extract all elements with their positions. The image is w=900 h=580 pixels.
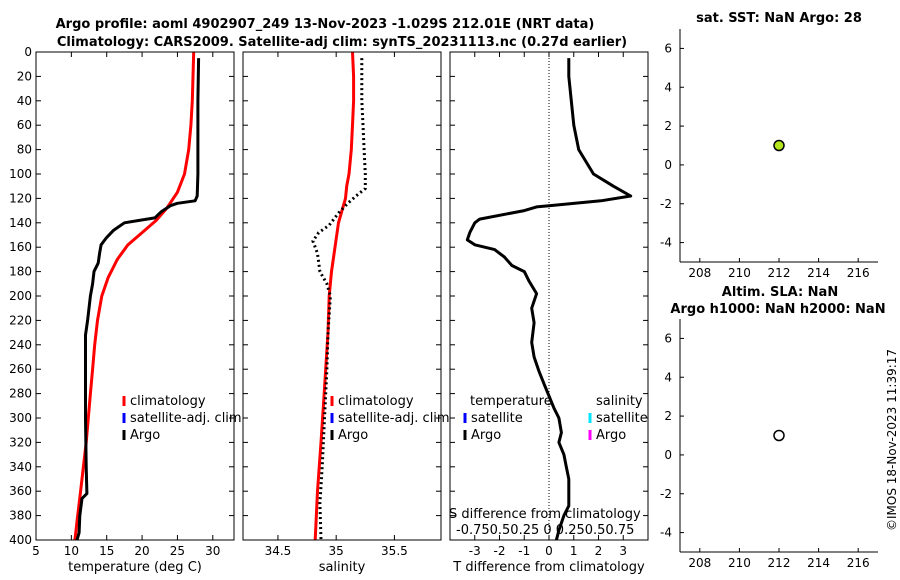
legend-label: Argo bbox=[338, 428, 368, 443]
legend-label: Argo bbox=[471, 428, 501, 443]
y-tick-label: 360 bbox=[9, 484, 32, 498]
axes-frame bbox=[35, 51, 235, 541]
x-tick-label: 214 bbox=[807, 266, 830, 280]
temperature-panel: 0 20 40 60 80 100 120 140 160 180 200 220 240 260 280 3… bbox=[9, 45, 242, 575]
y-tick-label: -4 bbox=[660, 526, 672, 540]
x-tick-label: 210 bbox=[728, 556, 751, 570]
legend-label: satellite-adj. clim bbox=[338, 411, 450, 426]
x-tick-label: 2 bbox=[595, 544, 603, 558]
x-tick-label: 35 bbox=[329, 544, 344, 558]
x-tick-label: 216 bbox=[847, 556, 870, 570]
s-difference-label: S difference from climatology bbox=[449, 507, 641, 522]
salinity-panel: 34.5 35 35.5 salinity climatology satellite-a… bbox=[242, 51, 450, 575]
y-tick-label: -2 bbox=[660, 197, 672, 211]
y-tick-label: 140 bbox=[9, 216, 32, 230]
figure-title-line1: Argo profile: aoml 4902907_249 13-Nov-20… bbox=[56, 17, 595, 32]
legend-label: Argo bbox=[596, 428, 626, 443]
y-tick-label: 40 bbox=[17, 94, 32, 108]
x-tick-label: 208 bbox=[688, 266, 711, 280]
sla-marker bbox=[773, 429, 785, 442]
x-tick-label: 35.5 bbox=[381, 544, 408, 558]
legend-label: climatology bbox=[338, 394, 414, 409]
y-tick-label: 300 bbox=[9, 411, 32, 425]
series-line-climatology bbox=[73, 51, 196, 541]
x-tick-label: 15 bbox=[99, 544, 114, 558]
legend-header-temperature: temperature bbox=[470, 394, 552, 409]
s-difference-tick-labels: -0.750.50.25 0 0.250.50.75 bbox=[456, 523, 634, 538]
y-tick-label: 280 bbox=[9, 387, 32, 401]
x-tick-label: -3 bbox=[469, 544, 481, 558]
y-tick-label: 2 bbox=[664, 409, 672, 423]
x-tick-label: 3 bbox=[619, 544, 627, 558]
series-line-argo bbox=[75, 58, 201, 541]
series-line-argo bbox=[311, 58, 367, 541]
y-tick-label: 220 bbox=[9, 313, 32, 327]
x-axis-label: temperature (deg C) bbox=[68, 560, 202, 575]
y-tick-label: 0 bbox=[24, 45, 32, 59]
x-tick-label: -2 bbox=[494, 544, 506, 558]
y-tick-label: 240 bbox=[9, 338, 32, 352]
difference-panel: -3 -2 -1 0 1 2 3 T difference from climatology S… bbox=[449, 51, 649, 575]
x-tick-label: 210 bbox=[728, 266, 751, 280]
sst-panel: sat. SST: NaN Argo: 28 -4 -2 0 2 4 6 208 210 212 2… bbox=[660, 11, 878, 280]
x-tick-label: 34.5 bbox=[265, 544, 292, 558]
legend-header-salinity: salinity bbox=[596, 394, 643, 409]
legend-label: Argo bbox=[130, 428, 160, 443]
sst-marker bbox=[773, 139, 785, 152]
x-tick-label: 208 bbox=[688, 556, 711, 570]
y-tick-label: 2 bbox=[664, 119, 672, 133]
y-tick-label: 340 bbox=[9, 460, 32, 474]
sla-title-line1: Altim. SLA: NaN bbox=[722, 285, 838, 300]
x-tick-label: 20 bbox=[134, 544, 149, 558]
legend-label: satellite bbox=[596, 411, 648, 426]
legend-label: climatology bbox=[130, 394, 206, 409]
x-tick-label: 1 bbox=[570, 544, 578, 558]
y-tick-label: 200 bbox=[9, 289, 32, 303]
y-tick-label: 380 bbox=[9, 509, 32, 523]
y-tick-label: 6 bbox=[664, 41, 672, 55]
y-tick-label: 4 bbox=[664, 80, 672, 94]
sst-title: sat. SST: NaN Argo: 28 bbox=[696, 11, 862, 26]
x-tick-label: 10 bbox=[64, 544, 79, 558]
x-tick-label: 212 bbox=[768, 556, 791, 570]
series-line-climatology bbox=[313, 51, 356, 541]
x-axis-label: T difference from climatology bbox=[452, 560, 645, 575]
y-tick-label: 160 bbox=[9, 240, 32, 254]
y-tick-label: 6 bbox=[664, 331, 672, 345]
axes-frame bbox=[242, 51, 442, 541]
y-tick-label: 260 bbox=[9, 362, 32, 376]
sla-title-line2: Argo h1000: NaN h2000: NaN bbox=[670, 302, 885, 317]
y-tick-label: 400 bbox=[9, 533, 32, 547]
x-tick-label: 25 bbox=[170, 544, 185, 558]
y-tick-label: 180 bbox=[9, 265, 32, 279]
y-tick-label: -2 bbox=[660, 487, 672, 501]
sla-panel: Altim. SLA: NaN Argo h1000: NaN h2000: Na… bbox=[660, 285, 886, 570]
y-tick-label: -4 bbox=[660, 236, 672, 250]
x-tick-label: 216 bbox=[847, 266, 870, 280]
y-tick-label: 0 bbox=[664, 158, 672, 172]
y-tick-label: 60 bbox=[17, 118, 32, 132]
x-tick-label: 30 bbox=[205, 544, 220, 558]
y-tick-label: 100 bbox=[9, 167, 32, 181]
y-tick-label: 20 bbox=[17, 69, 32, 83]
figure-title-line2: Climatology: CARS2009. Satellite-adj cli… bbox=[57, 35, 627, 50]
y-tick-label: 320 bbox=[9, 435, 32, 449]
legend-label: satellite bbox=[471, 411, 523, 426]
axes-frame bbox=[449, 51, 649, 541]
x-tick-label: 0 bbox=[545, 544, 553, 558]
legend-label: satellite-adj. clim bbox=[130, 411, 242, 426]
x-tick-label: 5 bbox=[32, 544, 40, 558]
y-tick-label: 80 bbox=[17, 143, 32, 157]
series-line-t-difference bbox=[465, 58, 633, 541]
y-tick-label: 4 bbox=[664, 370, 672, 384]
y-tick-label: 120 bbox=[9, 191, 32, 205]
x-tick-label: 214 bbox=[807, 556, 830, 570]
y-tick-label: 0 bbox=[664, 448, 672, 462]
timestamp: ©IMOS 18-Nov-2023 11:39:17 bbox=[885, 349, 899, 531]
x-axis-label: salinity bbox=[319, 560, 366, 575]
x-tick-label: 212 bbox=[768, 266, 791, 280]
x-tick-label: -1 bbox=[518, 544, 530, 558]
